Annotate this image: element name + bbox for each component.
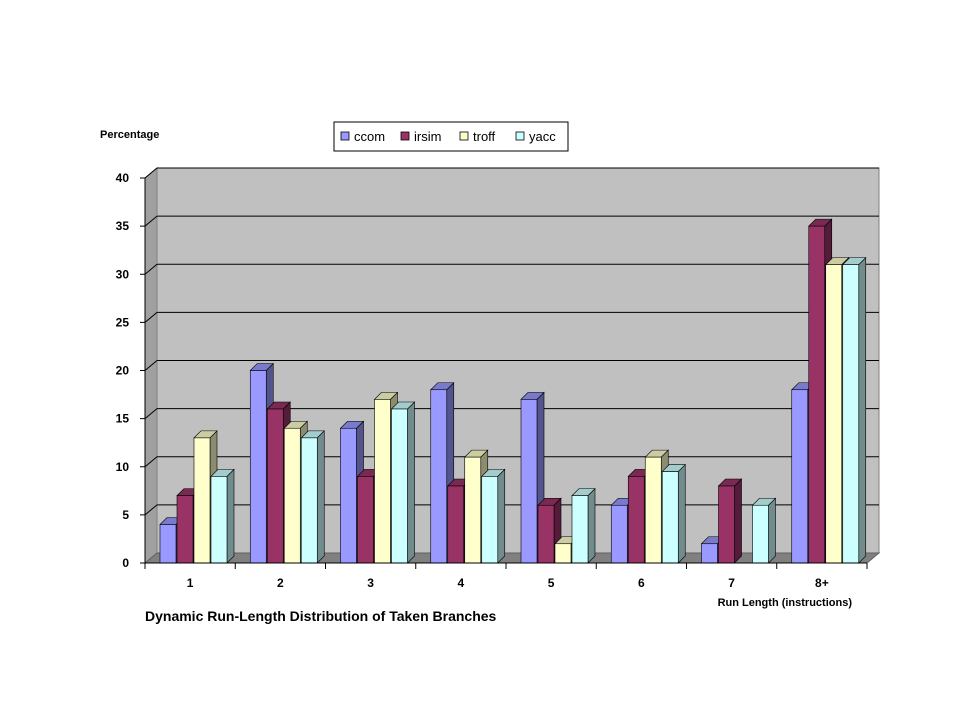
x-axis-title: Run Length (instructions) xyxy=(718,597,853,609)
bar-yacc-4 xyxy=(481,468,506,564)
bar-irsim-7 xyxy=(717,478,743,564)
x-tick-label: 8+ xyxy=(815,576,829,590)
legend-item-troff: troff xyxy=(459,129,496,144)
legend: ccom irsim troff yacc xyxy=(333,121,569,152)
legend-swatch xyxy=(340,131,350,141)
gridline-side xyxy=(144,263,158,275)
legend-item-irsim: irsim xyxy=(400,129,441,144)
bar-yacc-5 xyxy=(571,487,596,564)
gridline-side xyxy=(144,311,158,323)
x-tick-label: 6 xyxy=(638,576,645,590)
legend-item-yacc: yacc xyxy=(515,129,556,144)
y-tick-label: 35 xyxy=(116,219,130,233)
legend-item-ccom: ccom xyxy=(340,129,385,144)
legend-box xyxy=(333,121,569,152)
x-tick-label: 1 xyxy=(187,576,194,590)
legend-label: ccom xyxy=(354,129,385,144)
chart-title: Dynamic Run-Length Distribution of Taken… xyxy=(145,608,497,624)
legend-label: irsim xyxy=(414,129,441,144)
x-tick-label: 2 xyxy=(277,576,284,590)
y-tick-label: 20 xyxy=(116,364,130,378)
legend-label: troff xyxy=(473,129,496,144)
y-tick-labels: 0 5 10 15 20 25 30 35 40 xyxy=(116,171,130,570)
x-tick-labels: 1 2 3 4 5 6 7 8+ xyxy=(187,576,829,590)
y-tick-label: 10 xyxy=(116,460,130,474)
x-tick-label: 7 xyxy=(728,576,735,590)
x-tick-label: 3 xyxy=(367,576,374,590)
legend-label: yacc xyxy=(529,129,556,144)
y-tick-label: 5 xyxy=(122,508,129,522)
gridline-side xyxy=(144,456,158,468)
gridline-side xyxy=(144,504,158,516)
y-tick-label: 40 xyxy=(116,171,130,185)
bar-yacc-2 xyxy=(300,430,325,564)
legend-swatch xyxy=(459,131,469,141)
bars xyxy=(159,218,867,564)
bar-yacc-7 xyxy=(751,497,777,564)
y-tick-label: 30 xyxy=(116,267,130,281)
legend-swatch xyxy=(400,131,410,141)
y-axis-title: Percentage xyxy=(100,129,159,141)
legend-swatch xyxy=(515,131,525,141)
bar-yacc-3 xyxy=(390,401,416,564)
bar-yacc-1 xyxy=(210,468,235,564)
bar-yacc-8+ xyxy=(842,256,867,564)
bar-yacc-6 xyxy=(661,463,686,564)
x-tick-label: 5 xyxy=(548,576,555,590)
gridline-side xyxy=(144,167,158,179)
y-tick-label: 0 xyxy=(122,556,129,570)
gridline-side xyxy=(144,360,158,371)
y-tick-label: 15 xyxy=(116,412,130,426)
y-tick-label: 25 xyxy=(116,315,130,329)
axes xyxy=(140,177,868,569)
gridline-side xyxy=(144,215,158,227)
x-tick-label: 4 xyxy=(458,576,465,590)
gridline-side xyxy=(144,408,158,420)
